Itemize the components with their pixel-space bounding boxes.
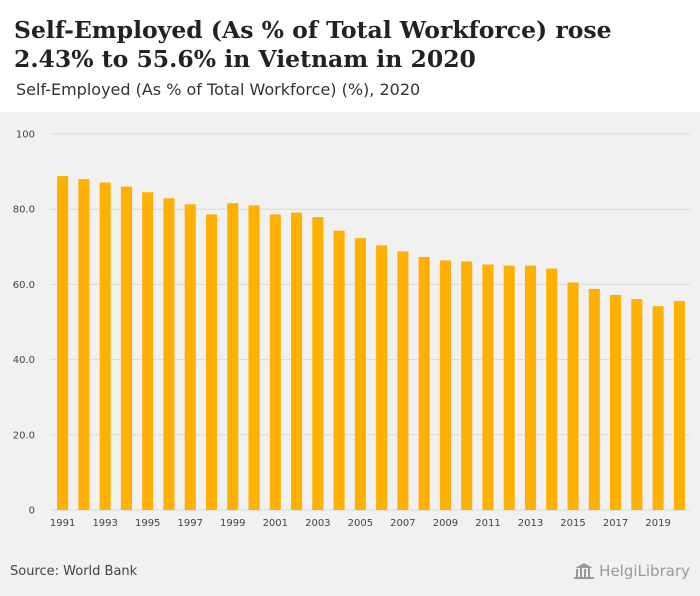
x-tick-label: 2009 [433, 518, 458, 529]
x-tick-label: 2019 [645, 518, 670, 529]
x-tick-label: 2007 [390, 518, 415, 529]
bars [57, 176, 685, 511]
chart-header: Self-Employed (As % of Total Workforce) … [0, 0, 700, 112]
x-tick-label: 2001 [263, 518, 288, 529]
bar-2013 [524, 265, 537, 510]
bar-1994 [120, 186, 132, 510]
bar-2020 [673, 300, 685, 510]
x-tick-label: 2003 [305, 518, 330, 529]
bar-1999 [227, 203, 239, 510]
bar-2011 [482, 264, 494, 510]
bar-2017 [610, 294, 622, 510]
bar-2016 [588, 288, 600, 510]
bar-2008 [418, 256, 430, 510]
bar-2010 [461, 261, 473, 510]
bar-1996 [163, 198, 175, 510]
bar-2005 [354, 238, 366, 510]
brand-logo: HelgiLibrary [573, 562, 690, 580]
x-tick-label: 1997 [178, 518, 203, 529]
x-tick-label: 2013 [518, 518, 543, 529]
y-tick-label: 20.0 [13, 430, 35, 441]
bar-2001 [269, 214, 281, 510]
y-axis-tick-labels: 0 20.0 40.0 60.0 80.0 100 [13, 130, 35, 517]
x-tick-label: 1993 [92, 518, 117, 529]
bar-2006 [376, 245, 388, 510]
bar-2009 [439, 260, 451, 510]
y-tick-label: 0 [29, 506, 35, 517]
y-tick-label: 100 [16, 130, 35, 141]
bar-2018 [631, 299, 643, 510]
bar-2014 [546, 268, 558, 510]
chart-subtitle: Self-Employed (As % of Total Workforce) … [16, 80, 421, 99]
x-tick-label: 2005 [348, 518, 373, 529]
bar-2002 [291, 212, 303, 511]
x-axis-tick-labels: 1991 1993 1995 1997 1999 2001 2003 2005 2007 2009… [50, 518, 671, 529]
bar-1998 [205, 214, 218, 510]
bar-1997 [184, 204, 196, 510]
gridlines [50, 133, 690, 511]
bar-1995 [142, 192, 154, 510]
bar-1991 [57, 176, 69, 510]
bar-1993 [99, 182, 111, 510]
bar-2019 [652, 306, 664, 510]
x-tick-label: 2015 [560, 518, 585, 529]
bar-2000 [248, 205, 260, 510]
library-building-icon [574, 563, 595, 579]
bar-2012 [503, 265, 515, 510]
bar-2015 [567, 282, 579, 510]
bar-2004 [333, 230, 345, 510]
bar-1992 [78, 179, 90, 510]
y-tick-label: 60.0 [13, 280, 35, 291]
x-tick-label: 1995 [135, 518, 160, 529]
brand-name: HelgiLibrary [599, 562, 690, 580]
chart-title: Self-Employed (As % of Total Workforce) … [14, 16, 612, 73]
x-tick-label: 2011 [475, 518, 500, 529]
x-tick-label: 2017 [603, 518, 628, 529]
x-tick-label: 1999 [220, 518, 245, 529]
y-tick-label: 80.0 [13, 205, 35, 216]
bar-2003 [312, 217, 324, 510]
x-tick-label: 1991 [50, 518, 75, 529]
y-tick-label: 40.0 [13, 355, 35, 366]
chart-footer: Source: World Bank HelgiLibrary [0, 552, 700, 596]
bar-2007 [397, 251, 409, 510]
source-label: Source: World Bank [10, 564, 138, 579]
chart-area: 0 20.0 40.0 60.0 80.0 100 1991 1993 1995 1997 199… [0, 112, 700, 552]
